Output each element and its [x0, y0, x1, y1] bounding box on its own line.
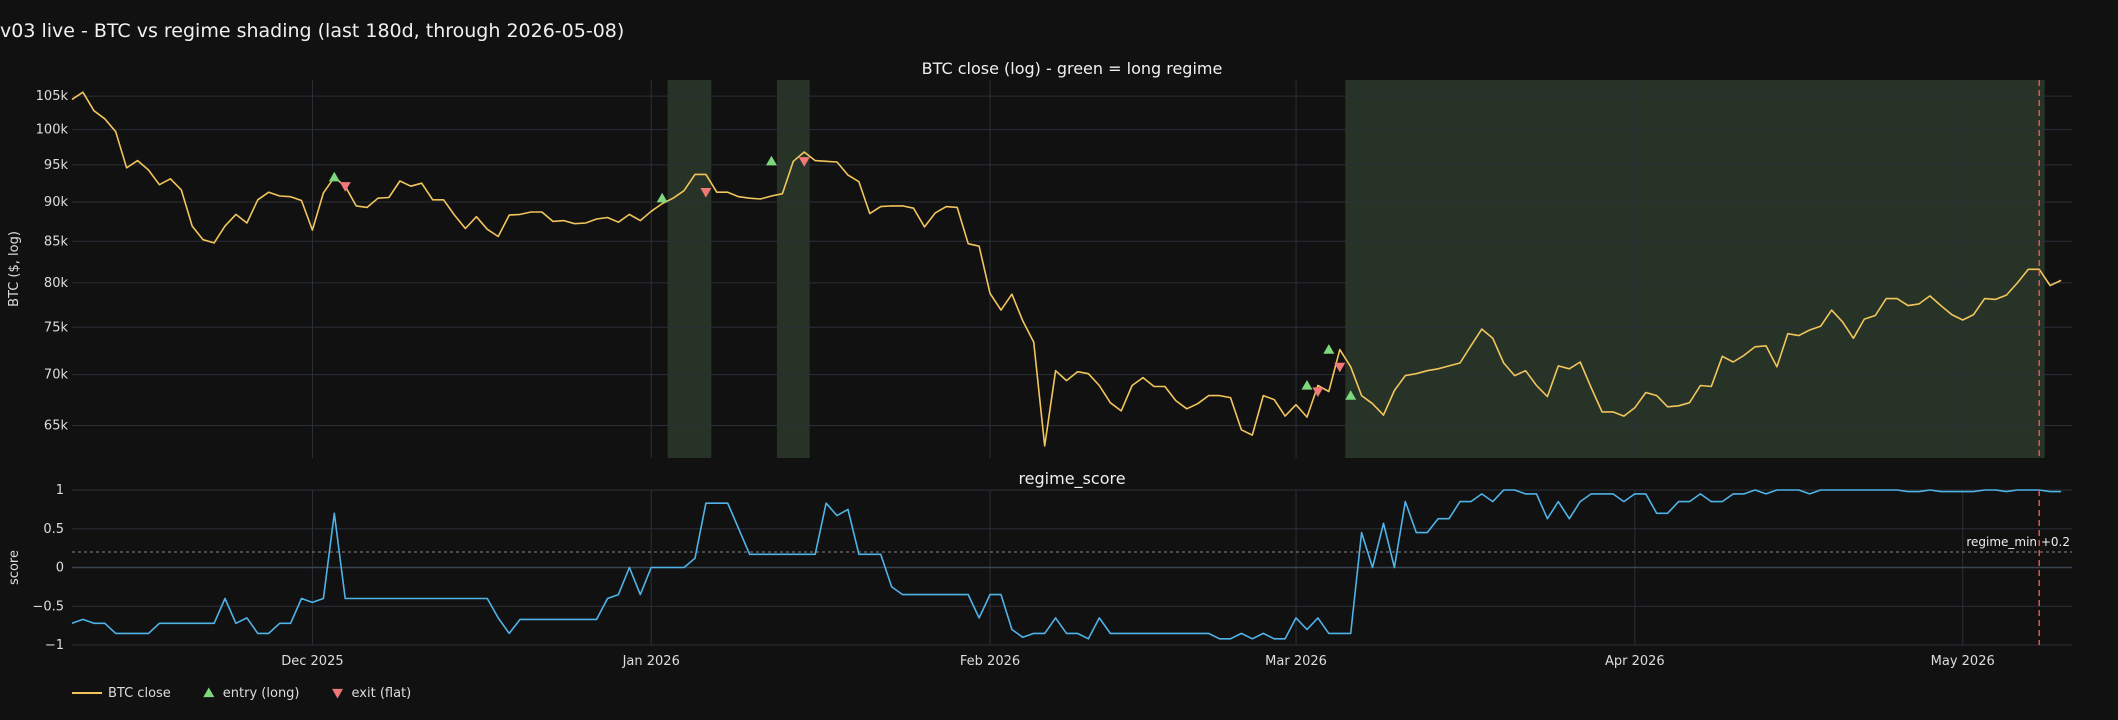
entry-marker [1323, 344, 1335, 354]
series [71, 80, 2062, 645]
top-y-tick-label: 80k [44, 276, 69, 291]
entry-marker [765, 155, 777, 166]
legend-label-exit: exit (flat) [352, 686, 412, 701]
top-y-tick-label: 100k [36, 123, 69, 138]
exit-marker [1312, 387, 1324, 398]
entry-marker [656, 192, 668, 203]
top-y-tick-label: 85k [44, 234, 69, 249]
entry-marker [1301, 380, 1313, 390]
top-y-tick-label: 65k [44, 419, 69, 434]
top-y-tick-label: 70k [44, 368, 69, 383]
regime-score-line [71, 489, 2062, 640]
x-tick-label: Dec 2025 [281, 654, 343, 669]
top-y-tick-label: 105k [36, 89, 69, 104]
exit-marker [339, 182, 351, 192]
regime-threshold-label: regime_min +0.2 [1966, 535, 2070, 549]
x-tick-label: Feb 2026 [960, 654, 1020, 669]
bottom-y-axis-title: score [7, 550, 22, 585]
x-tick-label: May 2026 [1931, 654, 1995, 669]
top-y-tick-label: 75k [44, 320, 69, 335]
x-tick-label: Mar 2026 [1265, 654, 1327, 669]
bottom-y-tick-label: 1 [56, 483, 64, 498]
btc-close-line [71, 91, 2062, 447]
top-y-tick-label: 95k [44, 158, 69, 173]
bottom-y-tick-label: 0.5 [43, 522, 64, 537]
bottom-y-tick-label: −0.5 [32, 599, 64, 614]
regime-band-2 [1345, 80, 2045, 458]
top-panel-title: BTC close (log) - green = long regime [922, 59, 1223, 78]
exit-marker [798, 157, 810, 167]
legend-label-entry: entry (long) [223, 686, 300, 701]
axis-labels: Dec 2025 Jan 2026 Feb 2026 Mar 2026 Apr 2026… [7, 59, 2070, 669]
legend-entry-swatch [203, 687, 215, 698]
bottom-panel-title: regime_score [1018, 469, 1125, 489]
regime-bands [667, 80, 2045, 458]
figure-title: v03 live - BTC vs regime shading (last 1… [0, 20, 625, 42]
bottom-y-tick-label: −1 [45, 638, 64, 653]
entry-marker [1345, 390, 1357, 400]
gridlines [72, 80, 2072, 646]
trade-markers [328, 155, 1357, 400]
top-y-tick-label: 90k [44, 195, 69, 210]
legend-exit-swatch [332, 688, 344, 699]
regime-band-1 [776, 80, 810, 458]
regime-band-0 [667, 80, 712, 458]
x-tick-label: Apr 2026 [1605, 654, 1665, 669]
bottom-y-tick-label: 0 [56, 561, 64, 576]
legend: BTC close entry (long) exit (flat) [72, 686, 411, 701]
legend-label-price: BTC close [108, 686, 171, 701]
x-tick-label: Jan 2026 [622, 654, 680, 669]
exit-marker [700, 188, 712, 198]
entry-marker [328, 171, 340, 182]
exit-marker [1334, 362, 1346, 373]
top-y-axis-title: BTC ($, log) [7, 231, 22, 307]
